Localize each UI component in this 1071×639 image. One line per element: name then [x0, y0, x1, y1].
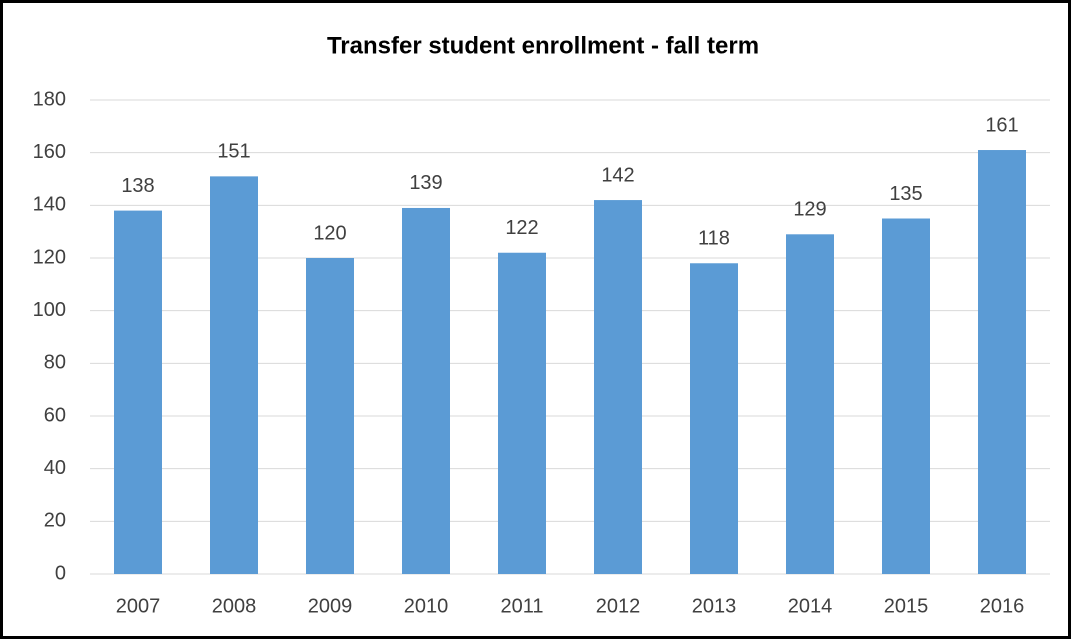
- x-tick-label: 2007: [116, 595, 161, 617]
- x-tick-label: 2010: [404, 595, 449, 617]
- y-tick-label: 0: [55, 562, 66, 584]
- y-tick-label: 40: [44, 457, 66, 479]
- x-tick-label: 2009: [308, 595, 353, 617]
- bar: [210, 176, 258, 574]
- data-label: 139: [409, 172, 442, 194]
- x-tick-label: 2011: [500, 595, 543, 617]
- data-label: 138: [121, 175, 154, 197]
- y-tick-label: 120: [33, 246, 66, 268]
- data-label: 129: [793, 199, 826, 221]
- y-tick-label: 20: [44, 510, 66, 532]
- y-tick-label: 80: [44, 352, 66, 374]
- y-tick-label: 160: [33, 141, 66, 163]
- x-tick-label: 2016: [980, 595, 1025, 617]
- chart-title: Transfer student enrollment - fall term: [327, 32, 759, 59]
- data-label: 135: [889, 183, 922, 205]
- bar: [594, 200, 642, 575]
- bar: [114, 210, 162, 574]
- data-label: 151: [217, 141, 250, 163]
- x-tick-label: 2015: [884, 595, 929, 617]
- x-tick-label: 2012: [596, 595, 641, 617]
- x-tick-label: 2014: [788, 595, 833, 617]
- y-tick-label: 180: [33, 88, 66, 110]
- bar: [402, 207, 450, 574]
- data-label: 120: [313, 222, 346, 244]
- bar: [978, 150, 1026, 575]
- x-tick-label: 2008: [212, 595, 257, 617]
- bar: [306, 258, 354, 574]
- data-label: 161: [985, 114, 1018, 136]
- bar: [498, 252, 546, 574]
- x-tick-label: 2013: [692, 595, 737, 617]
- bar: [786, 234, 834, 575]
- bar: [882, 218, 930, 574]
- data-label: 142: [601, 164, 634, 186]
- y-tick-label: 140: [33, 194, 66, 216]
- y-tick-label: 60: [44, 404, 66, 426]
- data-label: 118: [698, 228, 730, 250]
- bar: [690, 263, 738, 574]
- y-tick-label: 100: [33, 299, 66, 321]
- data-label: 122: [505, 217, 538, 239]
